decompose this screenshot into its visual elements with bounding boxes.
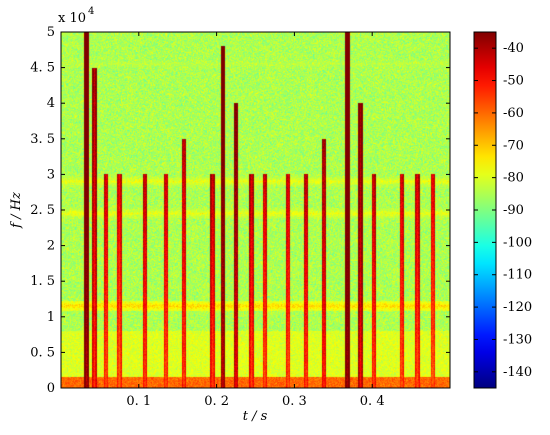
y-axis-label: f / Hz [9,192,24,229]
x-axis-label: t / s [243,409,268,424]
colorbar-tick-label: -70 [503,138,524,153]
x-tick-label: 0. 4 [360,394,385,409]
x-axis-ticks: 0. 1 0. 2 0. 3 0. 4 [126,32,385,409]
y-tick-label: 1 [47,310,55,325]
x-tick-label: 0. 3 [282,394,307,409]
spectrogram-image [61,32,450,388]
x-tick-label: 0. 1 [126,394,151,409]
y-tick-label: 2 [47,239,55,254]
colorbar-tick-label: -120 [503,300,532,315]
y-exponent-base: x 10 [58,11,86,26]
y-tick-label: 4. 5 [30,61,55,76]
y-tick-label: 0. 5 [30,345,55,360]
y-tick-label: 3. 5 [30,132,55,147]
y-exponent-power: 4 [88,6,94,17]
colorbar-tick-label: -90 [503,203,524,218]
y-tick-label: 2. 5 [30,203,55,218]
colorbar-tick-label: -130 [503,332,532,347]
colorbar-ticks: -40 -50 -60 -70 -80 -90 -100 -110 -120 -130 -140 [474,41,532,380]
colorbar-tick-label: -40 [503,41,524,56]
y-tick-label: 4 [47,96,55,111]
colorbar-tick-label: -100 [503,235,532,250]
colorbar: -40 -50 -60 -70 -80 -90 -100 -110 -120 -130 -140 [473,31,532,389]
x-tick-label: 0. 2 [204,394,229,409]
colorbar-tick-label: -60 [503,106,524,121]
y-tick-label: 5 [47,25,55,40]
y-tick-label: 1. 5 [30,274,55,289]
spectrogram-plot-area [60,31,451,389]
colorbar-tick-label: -140 [503,365,532,380]
colorbar-tick-label: -50 [503,74,524,89]
colorbar-tick-label: -110 [503,268,532,283]
y-tick-label: 0 [47,381,55,396]
y-tick-label: 3 [47,167,55,182]
colorbar-tick-label: -80 [503,171,524,186]
y-axis-ticks: 0 0. 5 1 1. 5 2 2. 5 3 3. 5 4 4. 5 5 [30,25,450,396]
